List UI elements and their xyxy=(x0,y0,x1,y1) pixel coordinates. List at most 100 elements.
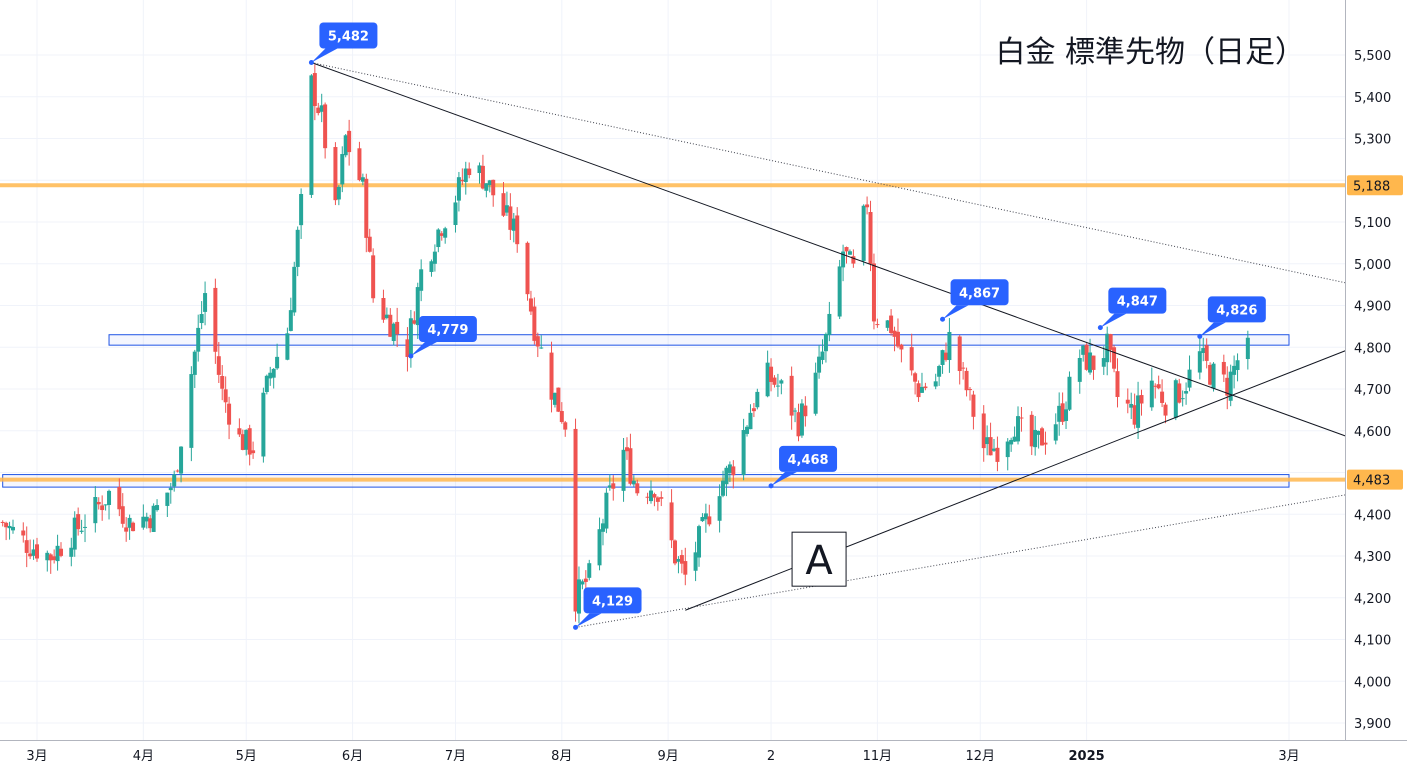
candle-body xyxy=(563,422,568,430)
candle-body xyxy=(583,578,588,582)
y-axis-background xyxy=(1345,0,1407,773)
candle-body xyxy=(1204,345,1209,361)
price-tag-box[interactable] xyxy=(1347,175,1403,196)
candle-body xyxy=(312,73,317,107)
price-callout[interactable]: 4,847 xyxy=(1097,287,1167,331)
candle-body xyxy=(683,561,688,575)
callout-pointer xyxy=(410,342,437,357)
candle-body xyxy=(964,370,969,391)
price-callout[interactable]: 4,867 xyxy=(940,279,1009,322)
zone-rect-0[interactable] xyxy=(108,334,1290,346)
candle-body xyxy=(179,446,184,474)
candle-body xyxy=(419,269,424,291)
y-tick-label: 5,500 xyxy=(1354,49,1391,64)
candle-body xyxy=(624,447,629,452)
candle-body xyxy=(0,521,5,523)
candle-body xyxy=(597,529,602,566)
candle-body xyxy=(645,496,650,498)
candle-body xyxy=(357,148,362,181)
candle-body xyxy=(600,523,605,532)
price-callout[interactable]: 4,468 xyxy=(768,445,838,489)
candle-body xyxy=(76,514,81,530)
horizontal-levels[interactable] xyxy=(0,183,1345,482)
candle-body xyxy=(371,255,376,299)
candle-body xyxy=(93,497,98,524)
candle-body xyxy=(96,501,101,505)
y-axis[interactable]: 3,900 4,000 4,100 4,200 4,300 4,400 4,600 4,700… xyxy=(1345,0,1407,773)
candle-body xyxy=(621,449,626,491)
x-tick-label: 3月 xyxy=(26,749,47,764)
candle-body xyxy=(1225,377,1230,396)
candle-body xyxy=(731,466,736,476)
price-callout[interactable]: 4,826 xyxy=(1197,296,1266,339)
x-tick-label: 7月 xyxy=(445,749,466,764)
x-tick-label: 2025 xyxy=(1069,749,1105,764)
candle-body xyxy=(799,403,804,436)
price-callout[interactable]: 4,129 xyxy=(573,587,642,630)
candle-body xyxy=(333,147,338,201)
candle-body xyxy=(364,178,369,238)
candle-body xyxy=(909,347,914,371)
candle-body xyxy=(240,434,245,450)
annotation-box[interactable] xyxy=(791,531,847,587)
candle-body xyxy=(1064,409,1069,421)
candle-body xyxy=(1197,351,1202,373)
candle-body xyxy=(223,389,228,403)
candle-body xyxy=(673,540,678,564)
candle-body xyxy=(453,202,458,226)
candle-body xyxy=(937,366,942,377)
candle-body xyxy=(412,320,417,324)
trendline-dotted-2[interactable] xyxy=(311,62,1355,286)
candle-body xyxy=(576,579,581,614)
candle-body xyxy=(995,447,1000,462)
y-tick-label: 5,100 xyxy=(1354,216,1391,231)
price-callout[interactable]: 5,482 xyxy=(308,22,378,66)
candle-body xyxy=(899,344,904,350)
candle-body xyxy=(251,450,256,454)
x-axis[interactable]: 3月 4月 5月 6月 7月 8月 9月 2 11月 12月 2025 3月 xyxy=(0,740,1407,773)
callout-pointer xyxy=(942,305,969,320)
candle-body xyxy=(875,324,880,326)
trendline-solid-0[interactable] xyxy=(311,62,1355,440)
candle-body xyxy=(707,516,712,525)
price-tag-box[interactable] xyxy=(1347,469,1403,490)
candle-body xyxy=(508,206,513,230)
candle-body xyxy=(48,554,53,561)
candle-body xyxy=(504,205,509,213)
candle-body xyxy=(268,372,273,379)
callouts[interactable]: 5,482 4,779 4,129 4,468 4,867 4,847 4,826 xyxy=(308,22,1266,630)
candle-body xyxy=(261,392,266,457)
candle-body xyxy=(844,247,849,252)
candle-body xyxy=(288,310,293,331)
candle-body xyxy=(1149,380,1154,408)
x-tick-label: 6月 xyxy=(342,749,363,764)
candle-body xyxy=(83,526,88,528)
candle-body xyxy=(360,177,365,182)
candle-body xyxy=(405,339,410,357)
price-callout[interactable]: 4,779 xyxy=(408,316,477,359)
candle-body xyxy=(655,497,660,502)
candle-body xyxy=(988,437,993,456)
y-tick-label: 4,000 xyxy=(1354,675,1391,690)
candle-body xyxy=(947,331,952,361)
annotation[interactable]: A xyxy=(791,531,847,587)
candle-body xyxy=(1173,380,1178,418)
candle-body xyxy=(443,228,448,238)
candle-body xyxy=(587,563,592,578)
candle-body xyxy=(868,212,873,264)
candle-body xyxy=(151,505,156,532)
candle-body xyxy=(745,426,750,434)
candle-body xyxy=(1088,352,1093,373)
candle-body xyxy=(165,492,170,506)
candle-body xyxy=(316,107,321,114)
y-tick-label: 3,900 xyxy=(1354,717,1391,732)
candle-body xyxy=(755,391,760,408)
candle-body xyxy=(1040,428,1045,446)
candle-body xyxy=(817,356,822,373)
candle-body xyxy=(199,314,204,324)
candle-body xyxy=(1005,441,1010,458)
candle-body xyxy=(52,556,57,561)
candle-body xyxy=(1201,348,1206,353)
candle-body xyxy=(21,530,26,536)
